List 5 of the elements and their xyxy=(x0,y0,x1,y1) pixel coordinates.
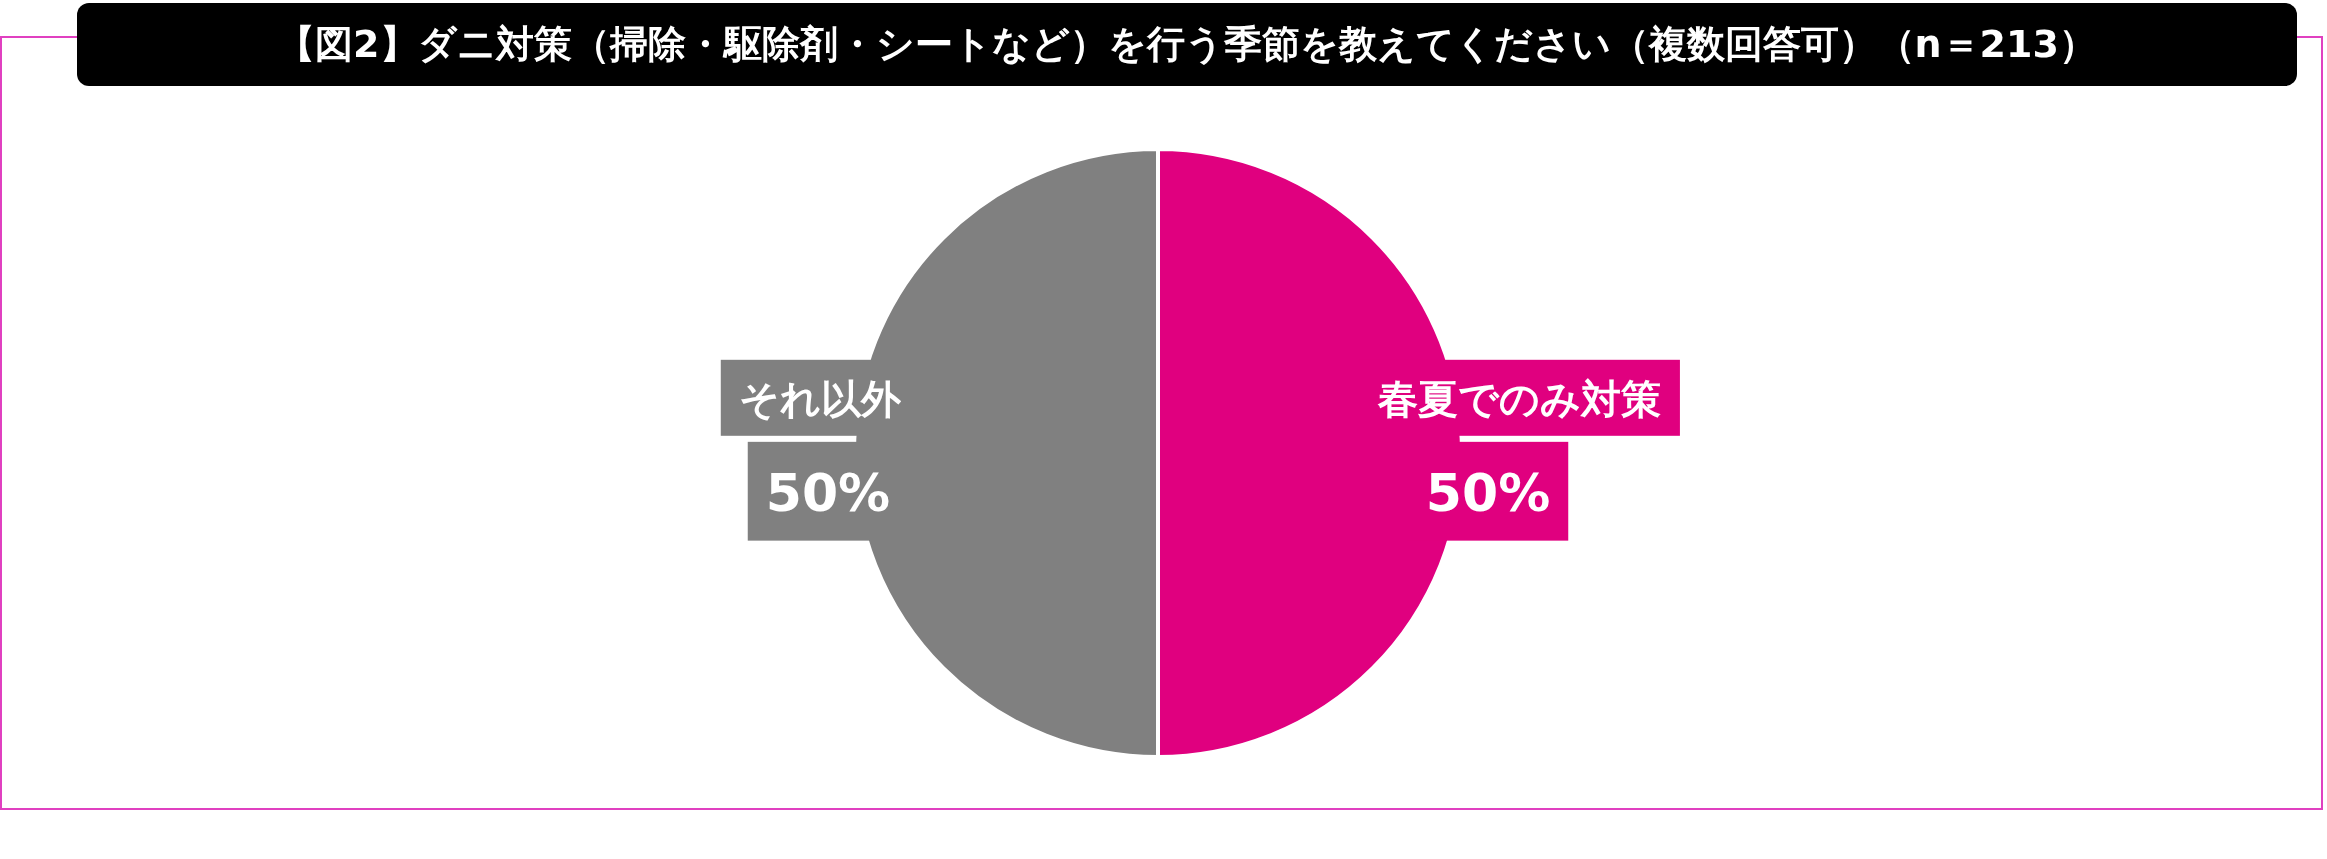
data-label: 50% xyxy=(1425,463,1551,523)
slice-label: それ以外 xyxy=(739,376,903,422)
chart-title: 【図2】ダニ対策（掃除・駆除剤・シートなど）を行う季節を教えてください（複数回答可）（n＝213） xyxy=(277,22,2097,66)
data-label: 50% xyxy=(765,463,891,523)
slice-label: 春夏でのみ対策 xyxy=(1377,376,1662,422)
